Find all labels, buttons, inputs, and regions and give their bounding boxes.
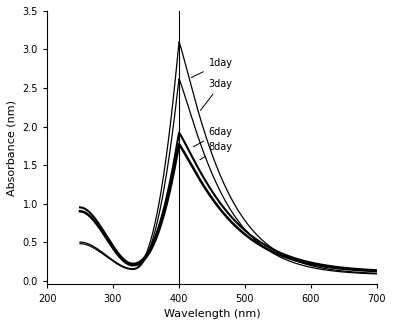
Text: 1day: 1day [191, 58, 233, 78]
Text: 8day: 8day [200, 142, 233, 160]
Text: 3day: 3day [200, 79, 233, 111]
X-axis label: Wavelength (nm): Wavelength (nm) [163, 309, 260, 319]
Y-axis label: Absorbance (nm): Absorbance (nm) [7, 100, 17, 196]
Text: 6day: 6day [193, 127, 233, 147]
